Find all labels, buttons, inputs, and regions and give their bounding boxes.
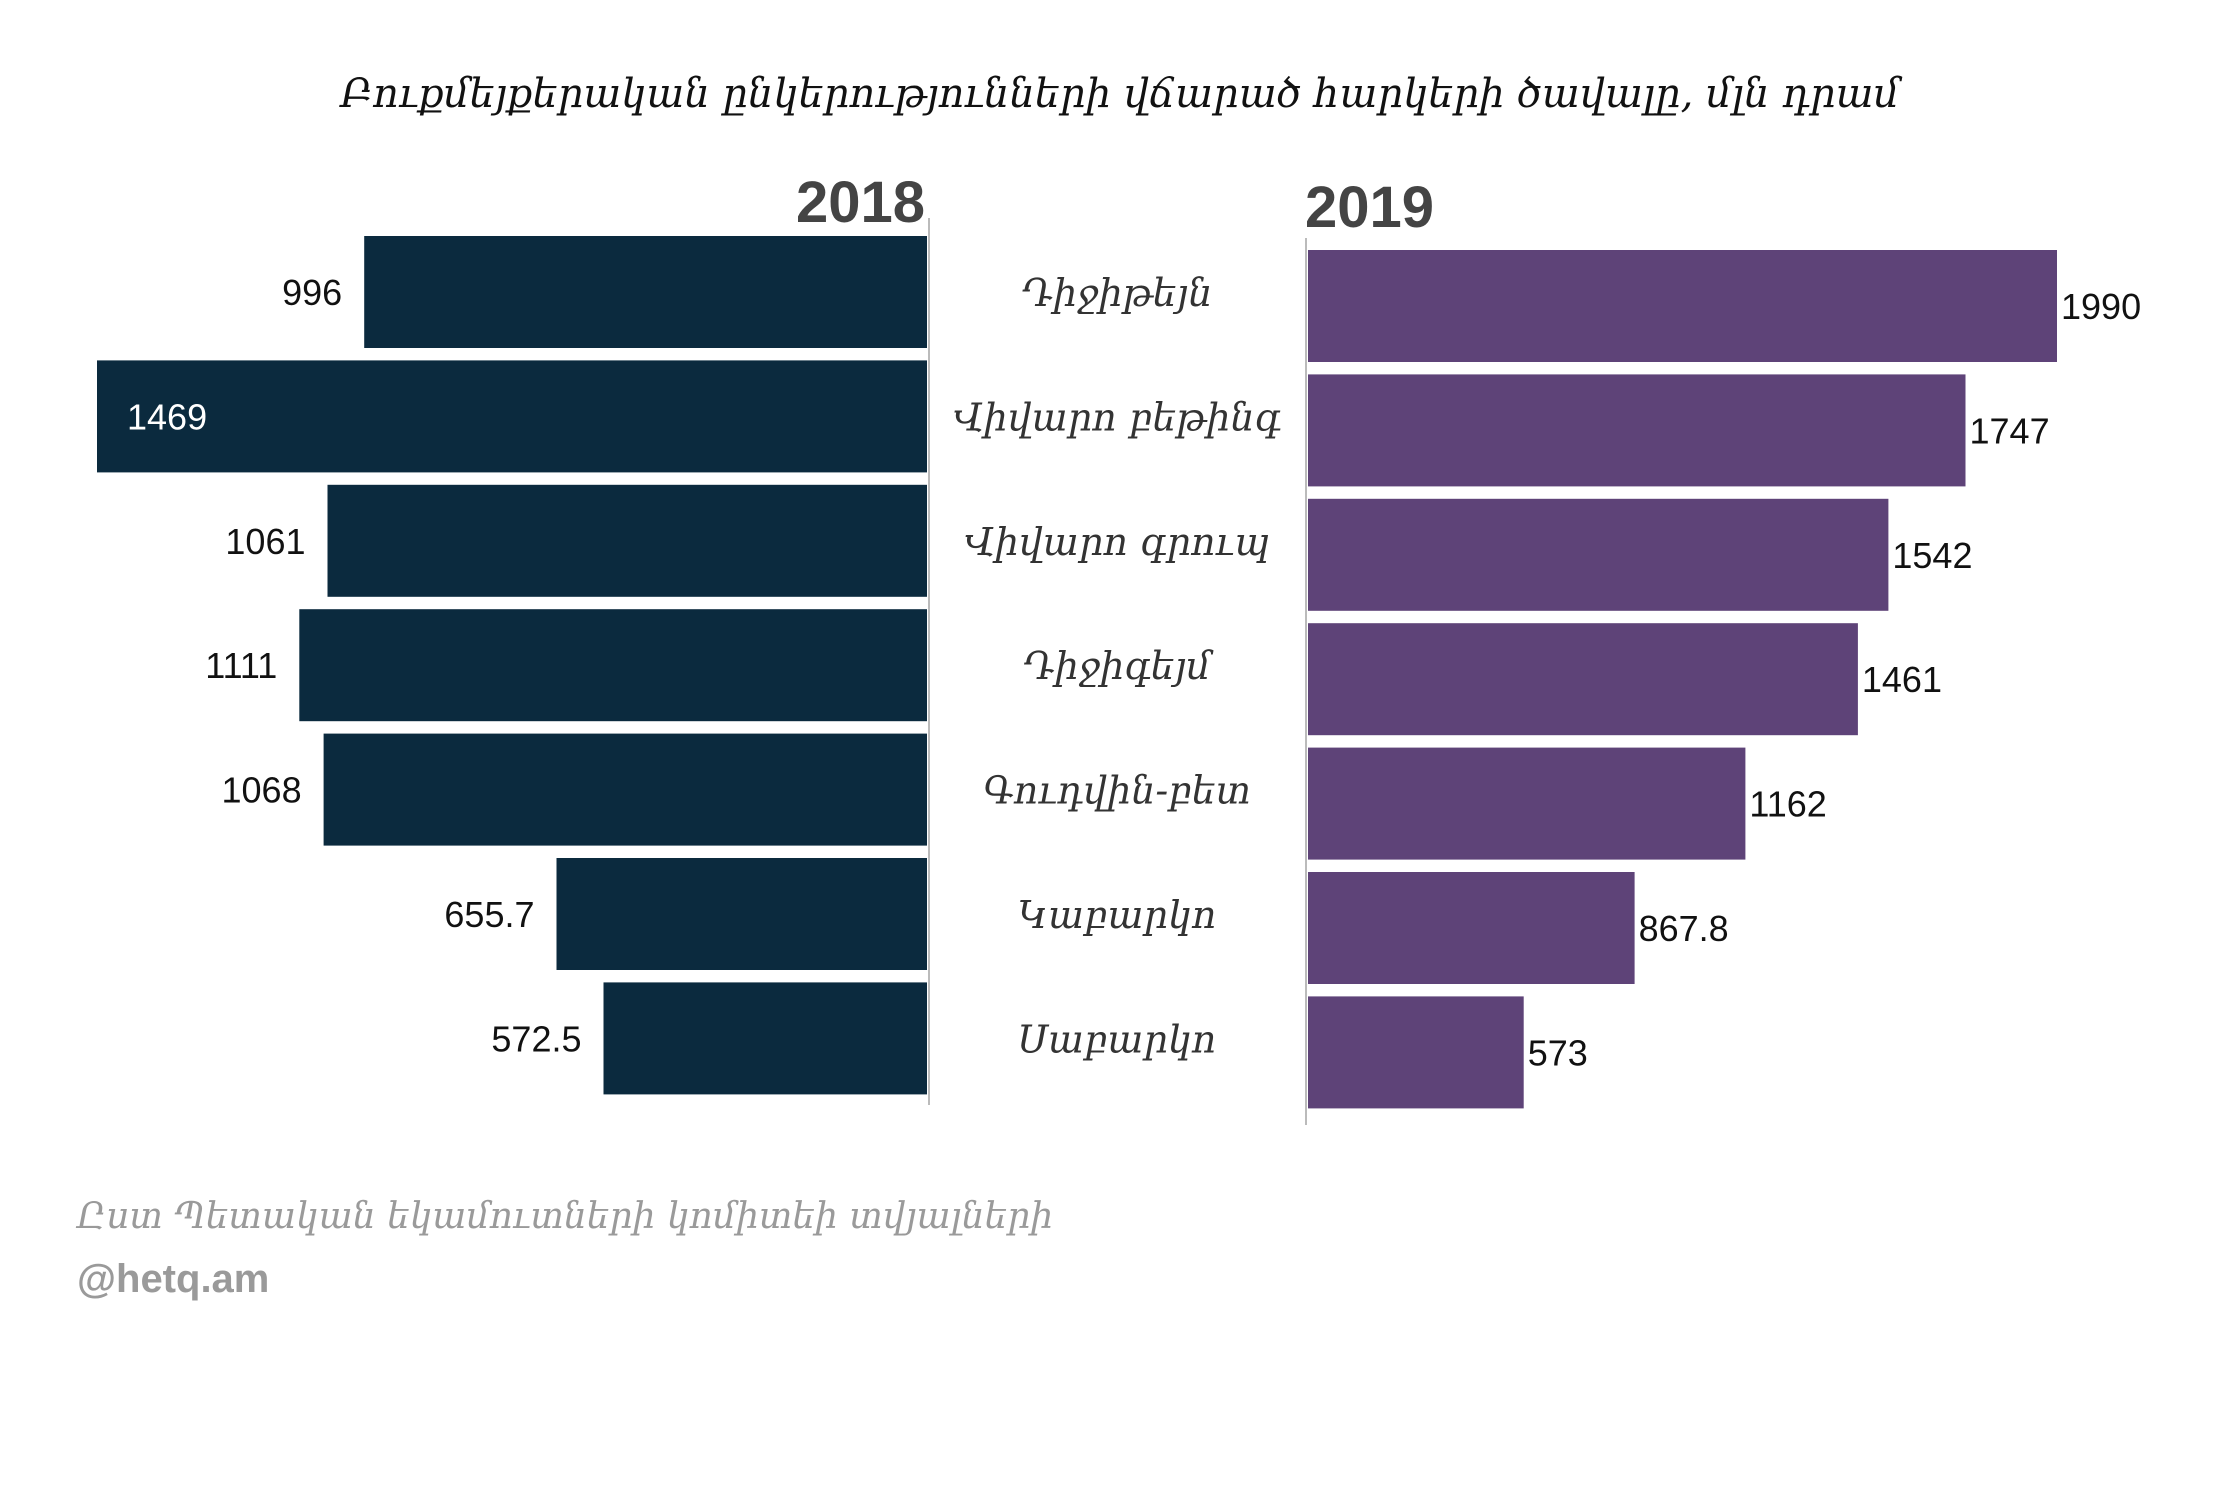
chart-title: Բուքմեյքերական ընկերությունների վճարած հ… [339, 71, 1903, 117]
bar-2018-5 [556, 858, 927, 970]
category-labels: Դիջիթեյն Վիվարո բեթինգ Վիվարո գրուպ Դիջիգեյ… [953, 271, 1281, 1061]
value-label-2018-5: 655.7 [444, 894, 534, 935]
bar-2019-1 [1308, 374, 1966, 487]
value-label-2019-5: 867.8 [1639, 908, 1729, 949]
bar-2019-6 [1308, 996, 1524, 1109]
value-label-2018-4: 1068 [222, 770, 302, 811]
category-label-1: Վիվարո բեթինգ [953, 395, 1281, 439]
bar-2019-4 [1308, 747, 1746, 860]
value-label-2019-6: 573 [1528, 1032, 1588, 1073]
bar-2018-3 [299, 609, 927, 722]
value-label-2018-6: 572.5 [491, 1018, 581, 1059]
bars-2019: 1990 1747 1542 1461 1162 867.8 573 [1308, 250, 2141, 1109]
credit: @hetq.am [77, 1257, 269, 1301]
bar-2019-0 [1308, 250, 2057, 362]
bar-2018-2 [327, 484, 927, 597]
value-label-2019-1: 1747 [1970, 410, 2050, 451]
series-label-2018: 2018 [796, 170, 925, 235]
bar-2018-6 [603, 982, 927, 1095]
bars-2018: 996 1469 1061 1111 1068 655.7 572.5 [97, 236, 928, 1095]
value-label-2019-3: 1461 [1862, 659, 1942, 700]
bar-2019-2 [1308, 498, 1889, 611]
category-label-3: Դիջիգեյմ [1023, 644, 1214, 688]
bar-2019-5 [1308, 872, 1635, 984]
category-label-6: Սաբարկո [1018, 1017, 1217, 1061]
value-label-2018-1: 1469 [127, 396, 207, 437]
category-label-2: Վիվարո գրուպ [964, 520, 1269, 564]
value-label-2019-2: 1542 [1892, 535, 1972, 576]
value-label-2018-2: 1061 [225, 521, 305, 562]
category-label-4: Գուդվին-բետ [983, 769, 1251, 813]
category-label-0: Դիջիթեյն [1022, 271, 1213, 315]
source-note: Ըստ Պետական եկամուտների կոմիտեի տվյալներ… [75, 1196, 1053, 1237]
value-label-2019-0: 1990 [2061, 286, 2141, 327]
bar-2018-0 [364, 236, 927, 348]
value-label-2019-4: 1162 [1749, 784, 1826, 825]
bar-2018-4 [323, 733, 928, 846]
series-label-2019: 2019 [1305, 175, 1434, 240]
bar-2019-3 [1308, 623, 1858, 736]
value-label-2018-0: 996 [282, 272, 342, 313]
bar-2018-1 [97, 360, 927, 473]
value-label-2018-3: 1111 [205, 645, 277, 686]
category-label-5: Կաբարկո [1017, 893, 1216, 937]
